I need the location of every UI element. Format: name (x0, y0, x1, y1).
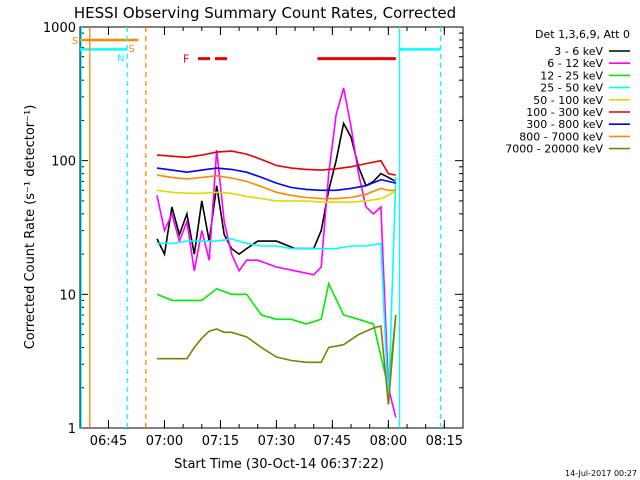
legend-title: Det 1,3,6,9, Att 0 (535, 28, 630, 41)
legend-entry-label: 800 - 7000 keV (519, 130, 603, 143)
y-tick-label: 10 (59, 288, 76, 303)
legend-entry-label: 7000 - 20000 keV (505, 143, 603, 156)
x-tick-label: 07:45 (314, 434, 351, 449)
y-tick-label: 100 (51, 155, 76, 170)
legend-entry-label: 6 - 12 keV (547, 57, 603, 70)
x-tick-label: 07:00 (146, 434, 183, 449)
series-line-6 (156, 150, 396, 176)
series-line-3 (156, 281, 397, 388)
legend-entry-label: 300 - 800 keV (526, 118, 603, 131)
series-line-7 (156, 167, 396, 192)
plot-frame (79, 26, 464, 429)
flare-label: F (183, 53, 189, 66)
legend-entry-label: 12 - 25 keV (540, 69, 603, 82)
x-tick-label: 06:45 (90, 434, 127, 449)
series-line-2 (156, 87, 397, 418)
x-tick-label: 08:00 (370, 434, 407, 449)
legend-entry-label: 50 - 100 keV (533, 94, 603, 107)
y-tick-label: 1 (68, 422, 76, 437)
footer-date: 14-Jul-2017 00:27 (565, 469, 637, 478)
series-line-9 (157, 314, 397, 405)
spacecraft-s-label: S (72, 36, 78, 47)
x-axis-label: Start Time (30-Oct-14 06:37:22) (174, 457, 384, 472)
series-line-8 (156, 174, 396, 200)
interval-label: S (128, 44, 134, 55)
series-line-4 (157, 177, 397, 405)
x-tick-label: 07:30 (258, 434, 295, 449)
legend-entry-label: 25 - 50 keV (540, 82, 603, 95)
series-line-5 (156, 189, 397, 203)
y-axis-label: Corrected Count Rate (s⁻¹ detector⁻¹) (23, 105, 38, 350)
x-tick-label: 07:15 (202, 434, 239, 449)
legend-entry-label: 3 - 6 keV (554, 45, 603, 58)
series-line-1 (156, 121, 397, 257)
y-tick-label: 1000 (43, 21, 76, 36)
chart-title: HESSI Observing Summary Count Rates, Cor… (74, 4, 456, 22)
plot-area: 1 10 100 1000 06:45 07:00 07:15 07:30 07:45 08:00… (43, 21, 464, 449)
x-tick-label: 08:15 (426, 434, 463, 449)
legend-entry-label: 100 - 300 keV (526, 106, 603, 119)
interval-label: N (117, 53, 124, 64)
